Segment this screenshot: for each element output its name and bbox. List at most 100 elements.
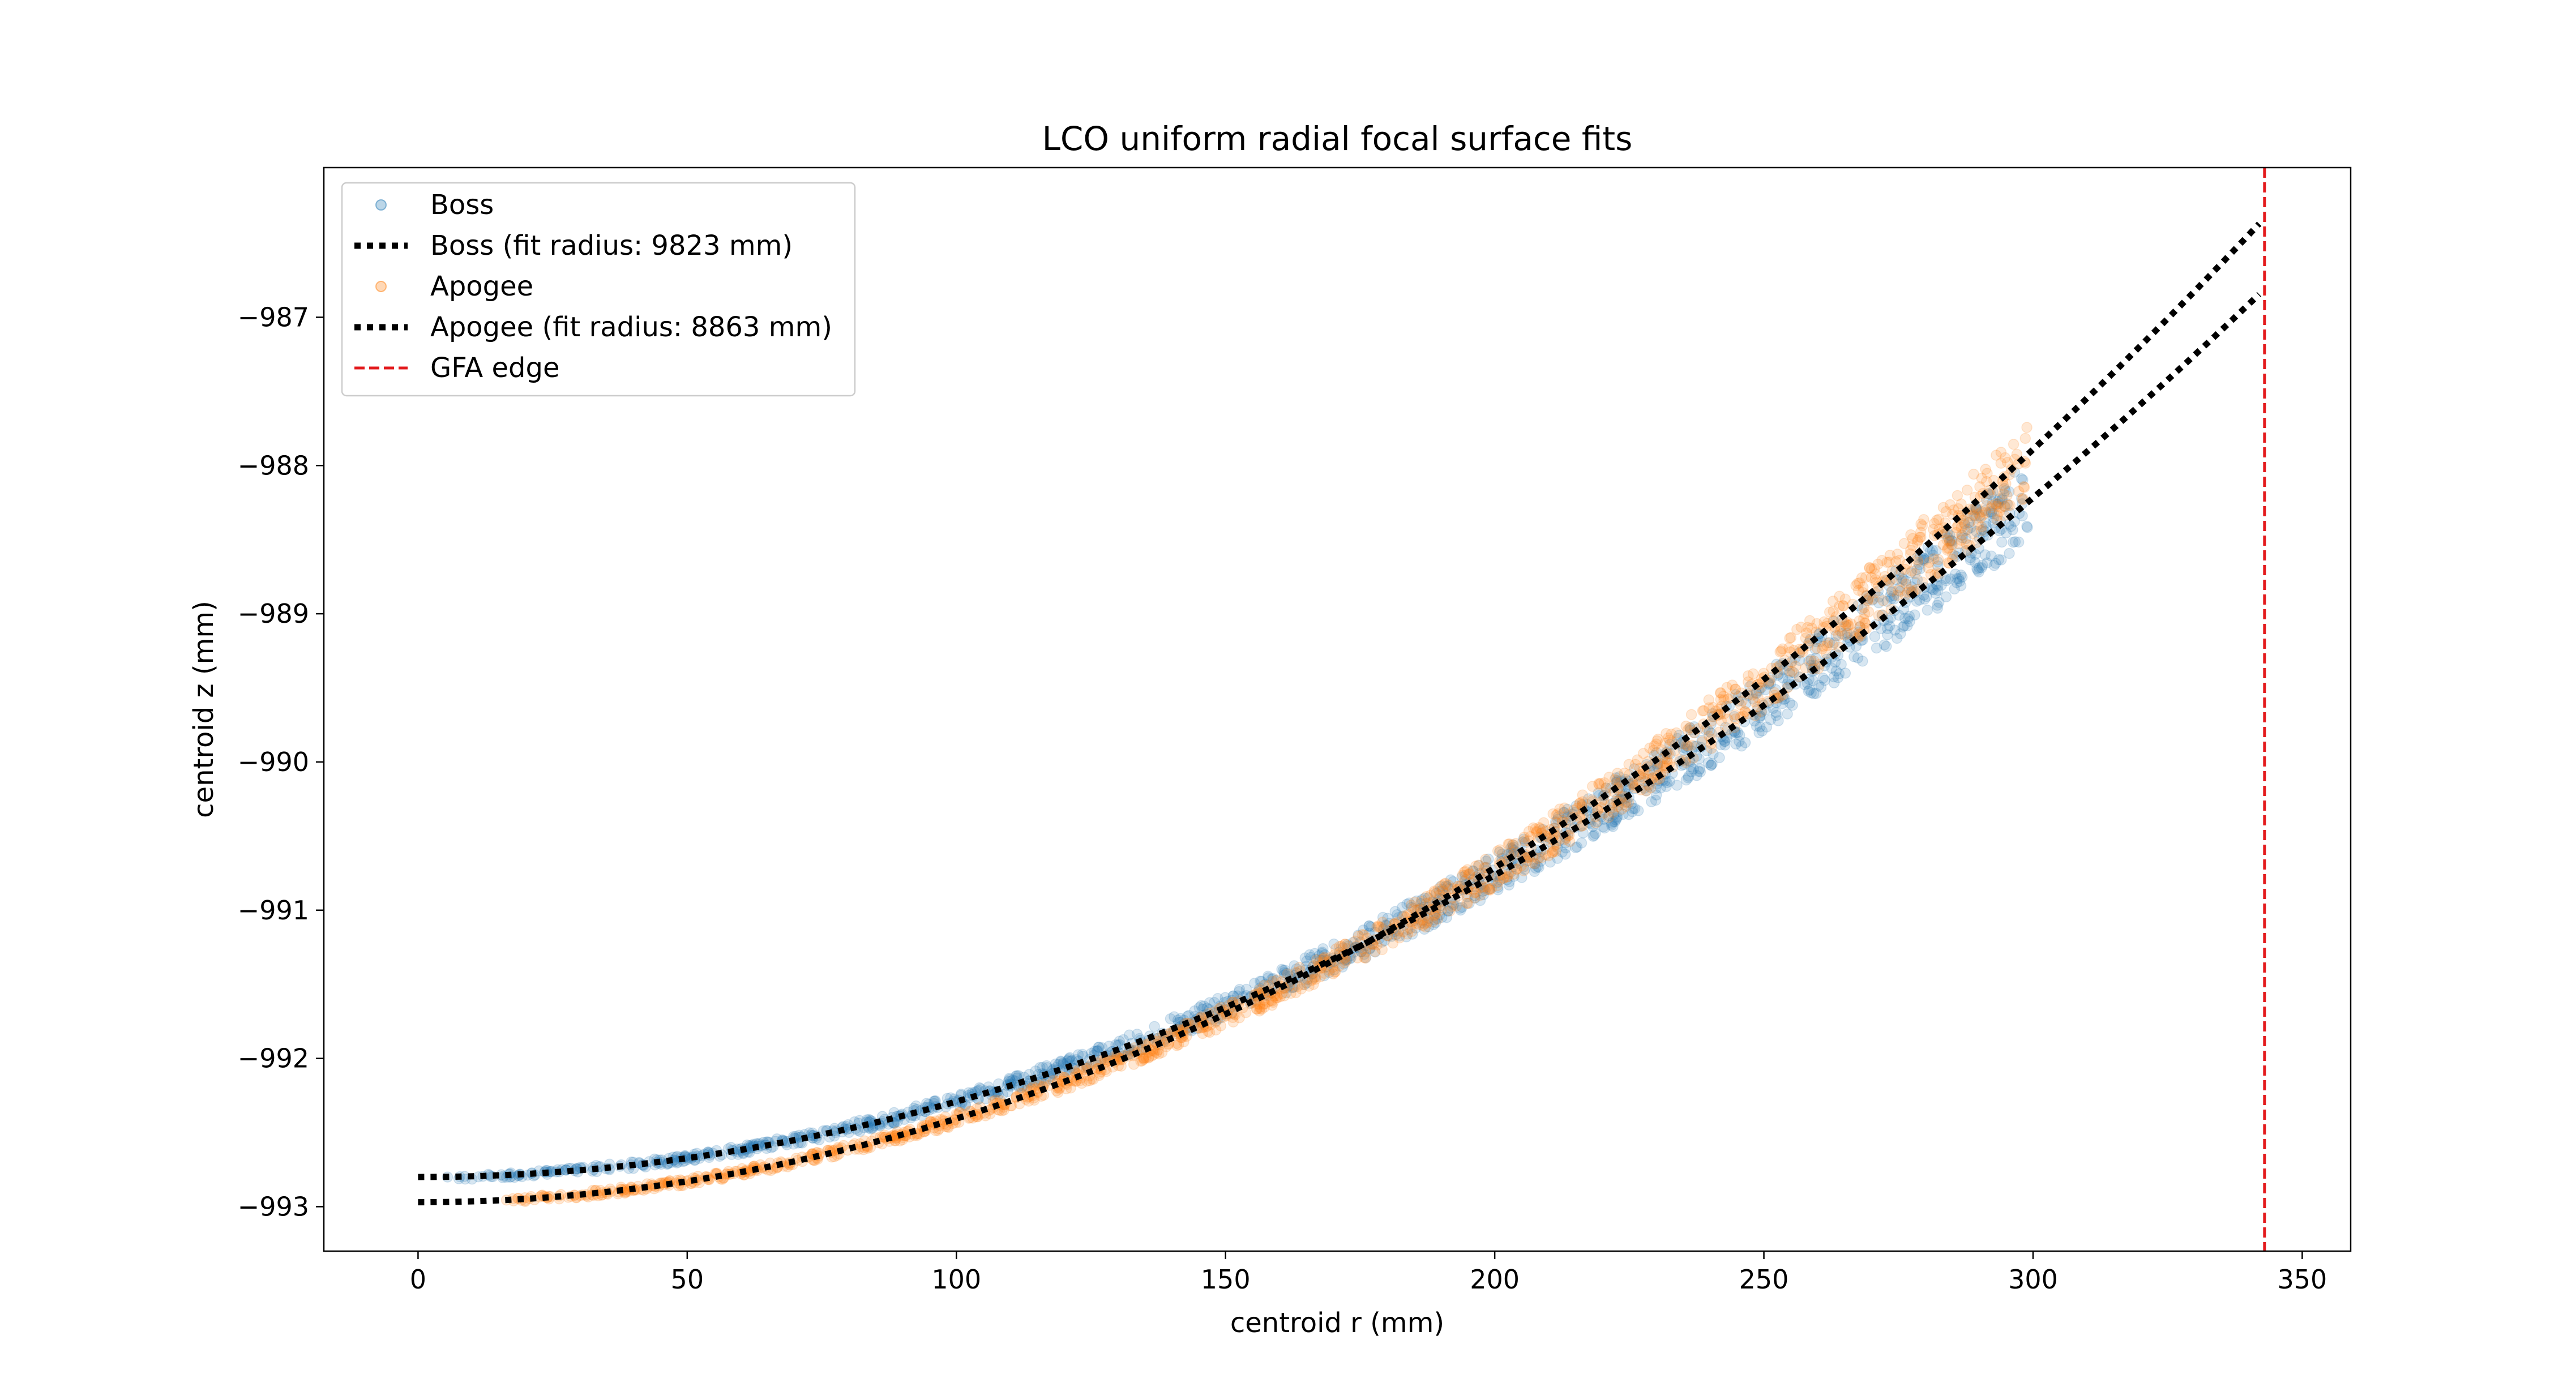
boss-point — [1650, 794, 1662, 806]
boss-point — [1894, 582, 1906, 594]
boss-point — [1092, 1046, 1103, 1057]
boss-point — [1962, 524, 1974, 536]
boss-point — [1691, 770, 1702, 781]
boss-point — [1377, 911, 1389, 923]
boss-point — [1719, 739, 1731, 751]
boss-point — [1828, 637, 1840, 649]
boss-point — [1805, 687, 1817, 699]
boss-point — [2013, 536, 2025, 548]
boss-point — [1761, 721, 1773, 733]
boss-point — [1928, 584, 1939, 596]
boss-point — [1419, 892, 1431, 904]
boss-point — [1632, 805, 1644, 816]
apogee-point — [1428, 887, 1440, 898]
boss-point — [1755, 721, 1766, 733]
boss-point — [1881, 641, 1892, 652]
boss-point — [1198, 1000, 1210, 1012]
boss-point — [1406, 902, 1417, 913]
y-axis-label: centroid z (mm) — [188, 601, 220, 818]
apogee-point — [1253, 1005, 1265, 1017]
boss-point — [1974, 510, 1986, 522]
boss-point — [1442, 905, 1454, 917]
boss-point — [1492, 884, 1504, 896]
boss-point — [1784, 667, 1795, 679]
boss-point — [1895, 628, 1906, 640]
boss-point — [1996, 536, 2008, 548]
boss-point — [1590, 828, 1601, 840]
apogee-point — [1685, 709, 1697, 720]
apogee-point — [1804, 615, 1816, 627]
y-tick-label: −993 — [238, 1191, 309, 1222]
boss-point — [1833, 668, 1845, 679]
apogee-point — [1931, 515, 1942, 526]
boss-point — [1480, 855, 1492, 867]
apogee-point — [1952, 490, 1963, 502]
boss-point — [1055, 1055, 1067, 1067]
boss-point — [1946, 535, 1958, 547]
legend-marker-boss — [375, 199, 387, 211]
boss-point — [1650, 782, 1662, 794]
boss-point — [1195, 1000, 1207, 1012]
boss-point — [1955, 580, 1967, 592]
boss-point — [1715, 739, 1727, 751]
boss-point — [1751, 720, 1762, 732]
boss-point — [1363, 920, 1375, 932]
apogee-point — [1892, 549, 1903, 560]
boss-point — [1765, 714, 1777, 726]
boss-point — [1607, 821, 1619, 832]
boss-point — [1169, 1011, 1180, 1022]
boss-point — [1932, 584, 1944, 596]
apogee-point — [1469, 887, 1480, 898]
boss-point — [1909, 577, 1921, 588]
boss-point — [1671, 780, 1683, 791]
boss-point — [1921, 590, 1932, 602]
boss-point — [1193, 1002, 1205, 1013]
x-tick-label: 100 — [931, 1264, 981, 1295]
boss-point — [1623, 808, 1634, 820]
apogee-point — [2019, 433, 2031, 444]
boss-point — [1747, 694, 1759, 705]
boss-point — [1991, 499, 2002, 510]
boss-point — [1123, 1029, 1135, 1041]
boss-point — [1932, 600, 1943, 611]
boss-point — [1035, 1076, 1046, 1088]
boss-point — [1507, 839, 1518, 850]
apogee-point — [1729, 709, 1741, 721]
boss-point — [1262, 970, 1274, 982]
boss-point — [1429, 914, 1440, 926]
boss-point — [1988, 508, 1999, 519]
boss-point — [1972, 564, 1984, 576]
boss-point — [1093, 1042, 1104, 1053]
boss-point — [1093, 1042, 1105, 1053]
boss-point — [1971, 526, 1982, 537]
boss-point — [1114, 1035, 1126, 1047]
apogee-point — [1266, 999, 1278, 1011]
boss-point — [1204, 997, 1216, 1008]
boss-point — [1380, 919, 1392, 931]
apogee-point — [1856, 572, 1868, 584]
boss-point — [1319, 970, 1330, 982]
boss-point — [1830, 665, 1842, 677]
boss-point — [1310, 953, 1321, 965]
apogee-point — [1620, 797, 1631, 808]
boss-point — [1064, 1052, 1076, 1063]
apogee-point — [1811, 626, 1822, 638]
boss-point — [2016, 493, 2027, 504]
boss-point — [1999, 501, 2011, 512]
boss-point — [1651, 789, 1662, 801]
apogee-point — [1443, 879, 1454, 891]
boss-point — [1430, 888, 1442, 899]
boss-point — [1706, 758, 1718, 769]
boss-point — [1496, 848, 1508, 860]
boss-point — [1516, 872, 1527, 883]
boss-point — [1464, 897, 1475, 909]
boss-point — [1897, 621, 1909, 633]
boss-point — [1932, 580, 1944, 592]
boss-point — [1610, 814, 1622, 825]
boss-point — [1946, 535, 1957, 546]
boss-point — [1705, 760, 1717, 771]
apogee-point — [1968, 468, 1979, 480]
boss-point — [1957, 532, 1968, 543]
boss-point — [1448, 899, 1460, 910]
